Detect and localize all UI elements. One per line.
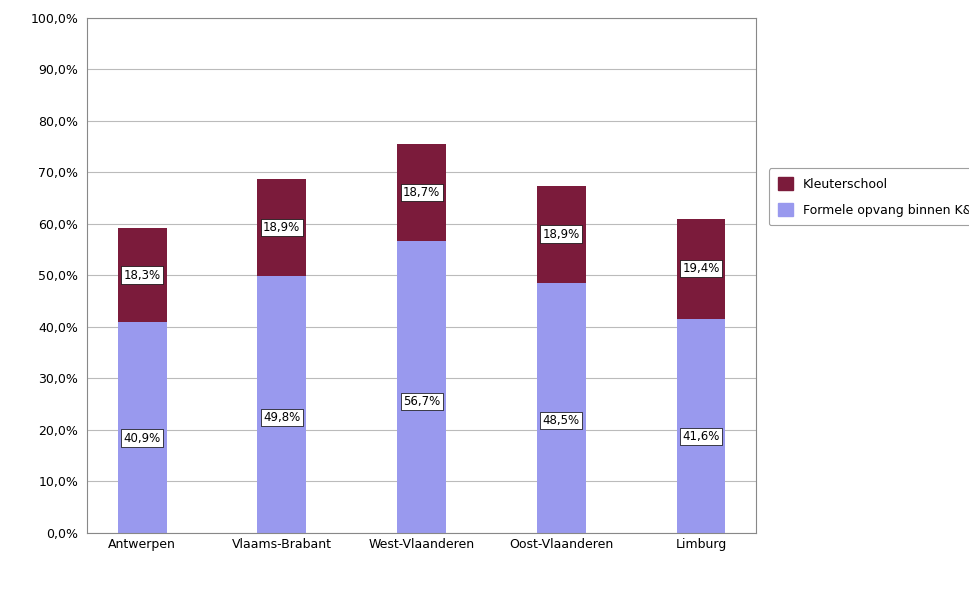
Bar — [117, 228, 167, 322]
Bar — [117, 322, 167, 533]
Text: 56,7%: 56,7% — [403, 395, 440, 408]
Legend: Kleuterschool, Formele opvang binnen K&G: Kleuterschool, Formele opvang binnen K&G — [768, 168, 969, 226]
Bar — [397, 241, 446, 533]
Text: 18,9%: 18,9% — [543, 228, 579, 241]
Text: 49,8%: 49,8% — [264, 411, 300, 424]
Bar — [676, 318, 726, 533]
Text: 19,4%: 19,4% — [682, 262, 720, 275]
Bar — [537, 283, 585, 533]
Bar — [258, 276, 306, 533]
Text: 40,9%: 40,9% — [123, 432, 161, 445]
Text: 18,7%: 18,7% — [403, 186, 440, 199]
Bar — [676, 218, 726, 318]
Bar — [537, 186, 585, 283]
Bar — [397, 144, 446, 241]
Text: 41,6%: 41,6% — [682, 430, 720, 443]
Text: 18,9%: 18,9% — [264, 221, 300, 234]
Bar — [258, 179, 306, 276]
Text: 48,5%: 48,5% — [543, 414, 579, 427]
Text: 18,3%: 18,3% — [123, 269, 161, 282]
